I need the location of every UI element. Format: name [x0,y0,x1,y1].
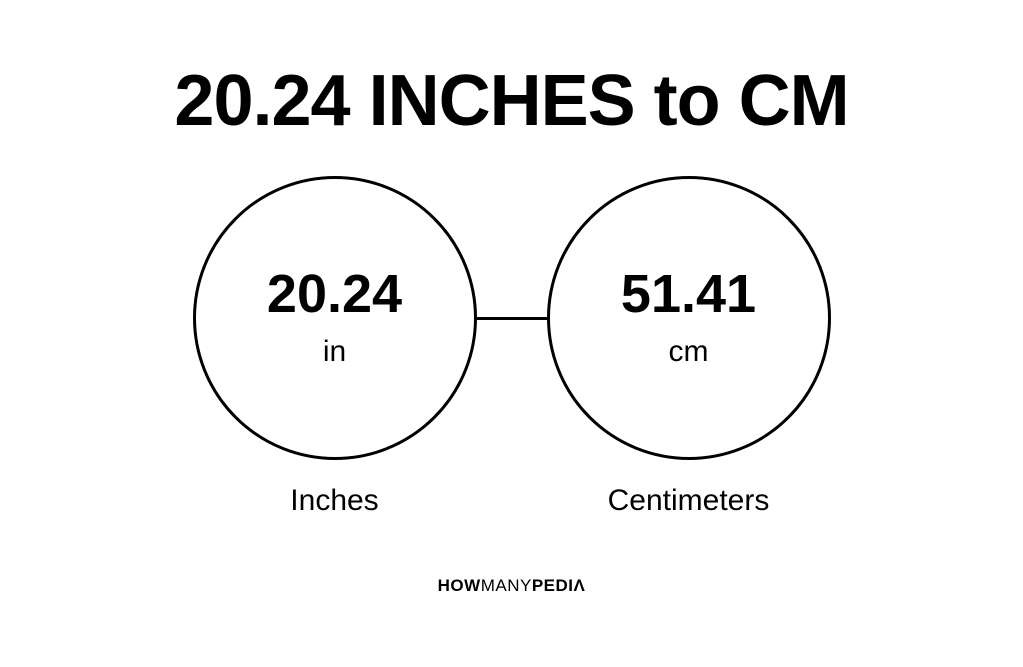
left-value: 20.24 [267,267,402,321]
brand-logo: HOWMANYPEDIΛ [438,576,586,596]
left-circle: 20.24 in [193,176,477,460]
conversion-diagram: 20.24 in 51.41 cm [193,176,831,460]
page-title: 20.24 INCHES to CM [0,60,1023,142]
right-unit-abbr: cm [669,335,709,369]
brand-part3: PEDI [532,576,574,595]
right-circle: 51.41 cm [547,176,831,460]
caption-row: Inches Centimeters [193,484,831,518]
title-text: 20.24 INCHES to CM [174,61,848,141]
connector-line [477,317,547,320]
left-unit-abbr: in [323,335,346,369]
left-caption: Inches [193,484,477,518]
brand-part2: MANY [481,576,532,595]
right-caption: Centimeters [547,484,831,518]
brand-part1: HOW [438,576,481,595]
right-value: 51.41 [621,267,756,321]
brand-part4: Λ [574,576,586,595]
